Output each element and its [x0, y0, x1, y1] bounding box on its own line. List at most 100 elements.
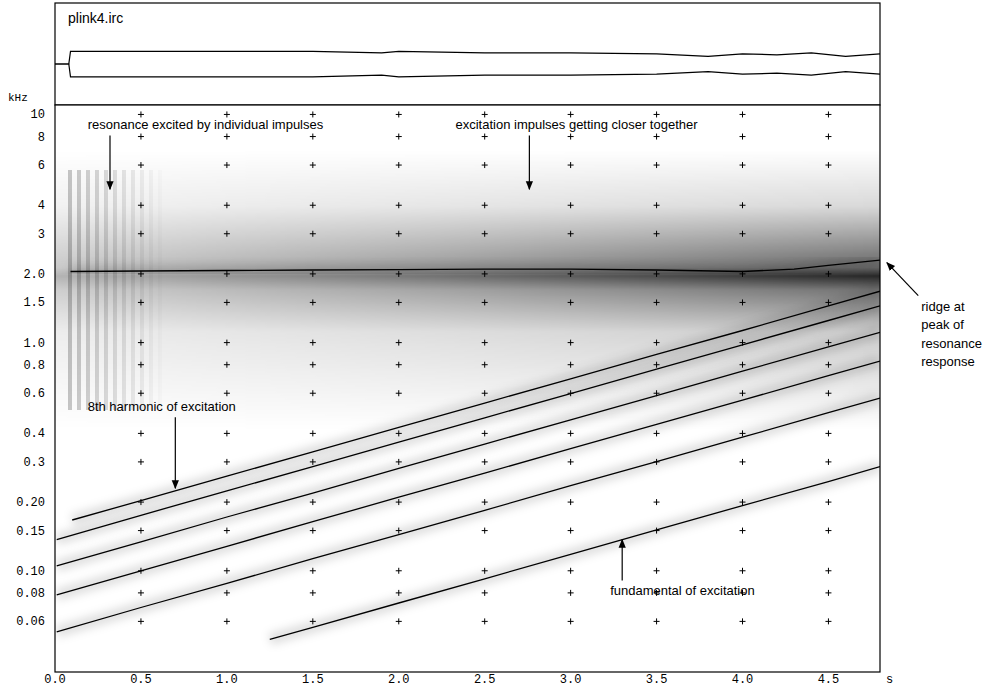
y-tick-label: 10: [31, 108, 45, 122]
grid-cross: [396, 299, 402, 305]
grid-cross: [224, 362, 230, 368]
x-tick-label: 4.5: [818, 673, 840, 686]
y-tick-label: 8: [38, 131, 45, 145]
grid-cross: [568, 340, 574, 346]
y-tick-label: 0.08: [16, 587, 45, 601]
y-tick-label: 6: [38, 159, 45, 173]
grid-cross: [740, 528, 746, 534]
series-line: [57, 398, 880, 632]
grid-cross: [482, 299, 488, 305]
grid-cross: [654, 202, 660, 208]
grid-cross: [138, 618, 144, 624]
grid-cross: [224, 568, 230, 574]
grid-cross: [825, 430, 831, 436]
grid-cross: [568, 299, 574, 305]
annotation-arrow: [109, 135, 110, 189]
x-tick-label: 4.0: [732, 673, 754, 686]
grid-cross: [568, 590, 574, 596]
grid-cross: [310, 430, 316, 436]
series-halo: [57, 361, 880, 595]
grid-cross: [310, 162, 316, 168]
y-tick-label: 0.3: [23, 456, 45, 470]
x-axis-label: s: [886, 673, 893, 686]
x-tick-label: 3.5: [646, 673, 668, 686]
annotation-text: ridge atpeak ofresonanceresponse: [921, 299, 982, 370]
grid-cross: [482, 528, 488, 534]
y-tick-label: 0.20: [16, 496, 45, 510]
grid-cross: [825, 590, 831, 596]
annotation-text: 8th harmonic of excitation: [88, 399, 236, 414]
grid-cross: [825, 568, 831, 574]
grid-cross: [224, 528, 230, 534]
grid-cross: [138, 202, 144, 208]
grid-cross: [740, 459, 746, 465]
grid-cross: [654, 340, 660, 346]
waveform-panel: [55, 3, 880, 105]
grid-cross: [825, 390, 831, 396]
annotation-arrow: [622, 540, 623, 581]
grid-cross: [396, 590, 402, 596]
grid-cross: [396, 202, 402, 208]
grid-cross: [568, 568, 574, 574]
plot-background: [55, 105, 880, 672]
annotation-text: resonance excited by individual impulses: [88, 117, 324, 132]
grid-cross: [482, 390, 488, 396]
grid-cross: [310, 202, 316, 208]
annotation-line: peak of: [921, 317, 964, 332]
grid-cross: [138, 459, 144, 465]
waveform-upper: [55, 51, 880, 64]
grid-cross: [740, 162, 746, 168]
grid-cross: [138, 430, 144, 436]
grid-cross: [310, 340, 316, 346]
grid-cross: [396, 362, 402, 368]
series-line: [57, 361, 880, 595]
grid-cross: [825, 362, 831, 368]
series-line: [270, 467, 880, 640]
grid-cross: [310, 134, 316, 140]
grid-cross: [138, 390, 144, 396]
annotation-line: resonance: [921, 336, 982, 351]
y-tick-label: 1.5: [23, 296, 45, 310]
grid-cross: [138, 340, 144, 346]
grid-cross: [740, 231, 746, 237]
series-line: [57, 306, 880, 540]
grid-cross: [654, 618, 660, 624]
grid-cross: [482, 590, 488, 596]
annotation-arrow: [887, 263, 918, 296]
grid-cross: [310, 390, 316, 396]
series-halo: [57, 332, 880, 566]
grid-cross: [396, 111, 402, 117]
grid-cross: [396, 162, 402, 168]
grid-cross: [740, 111, 746, 117]
series-halo: [72, 291, 880, 520]
grid-cross: [138, 590, 144, 596]
grid-cross: [310, 231, 316, 237]
grid-cross: [825, 528, 831, 534]
y-tick-label: 1.0: [23, 337, 45, 351]
grid-cross: [224, 299, 230, 305]
x-tick-label: 2.5: [474, 673, 496, 686]
grid-cross: [224, 202, 230, 208]
grid-cross: [224, 590, 230, 596]
grid-cross: [654, 231, 660, 237]
grid-cross: [482, 231, 488, 237]
grid-cross: [396, 134, 402, 140]
grid-cross: [310, 568, 316, 574]
grid-cross: [224, 499, 230, 505]
grid-cross: [568, 528, 574, 534]
grid-cross: [310, 362, 316, 368]
grid-cross: [138, 362, 144, 368]
series-group: [57, 260, 880, 639]
impulse-striations: [68, 170, 168, 410]
grid-cross: [310, 590, 316, 596]
grid-cross: [138, 299, 144, 305]
grid-cross: [396, 618, 402, 624]
grid-cross: [224, 430, 230, 436]
grid-cross: [138, 134, 144, 140]
waveform-lower: [55, 64, 880, 77]
grid-cross: [740, 134, 746, 140]
grid-cross: [482, 618, 488, 624]
grid-cross: [568, 499, 574, 505]
grid-cross: [825, 134, 831, 140]
annotation-arrow: [175, 417, 176, 488]
